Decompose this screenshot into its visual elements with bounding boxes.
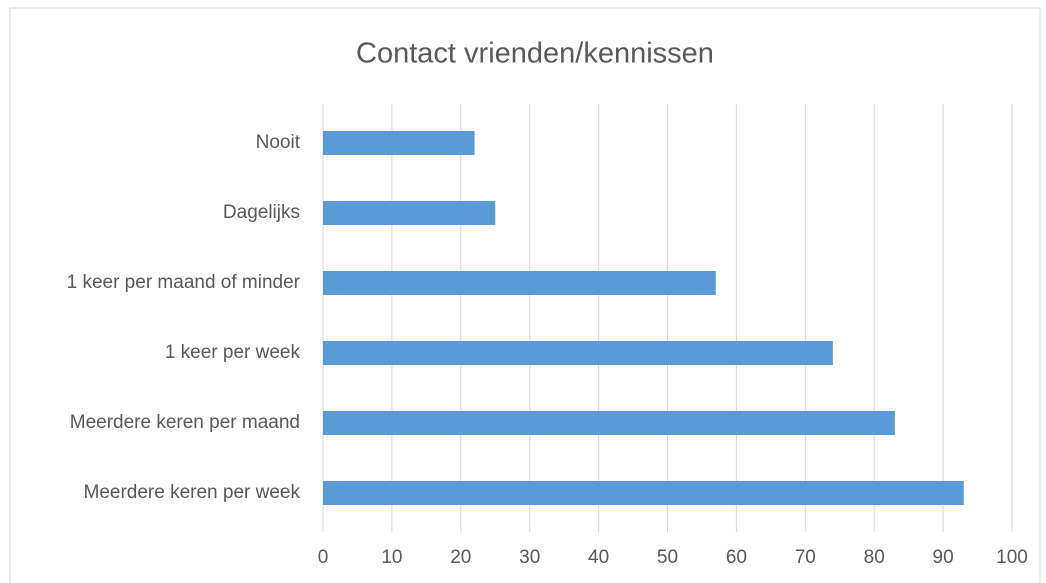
x-tick-label: 60 [726, 547, 747, 568]
y-tick-label: Meerdere keren per maand [70, 412, 300, 433]
bar [323, 271, 716, 295]
x-tick-label: 40 [588, 547, 609, 568]
y-tick-label: 1 keer per week [165, 342, 301, 363]
x-tick-label: 30 [519, 547, 540, 568]
bar [323, 481, 964, 505]
x-tick-label: 20 [450, 547, 471, 568]
chart-title: Contact vrienden/kennissen [356, 38, 714, 70]
y-tick-label: Nooit [256, 132, 301, 153]
bar [323, 341, 833, 365]
x-tick-label: 100 [996, 547, 1028, 568]
x-tick-label: 10 [381, 547, 402, 568]
bar [323, 131, 475, 155]
x-tick-label: 0 [318, 547, 329, 568]
y-tick-label: 1 keer per maand of minder [67, 272, 301, 293]
x-tick-label: 70 [795, 547, 816, 568]
y-tick-label: Meerdere keren per week [84, 482, 301, 503]
x-tick-label: 80 [864, 547, 885, 568]
y-tick-label: Dagelijks [223, 202, 300, 223]
x-tick-label: 90 [933, 547, 954, 568]
x-tick-label: 50 [657, 547, 678, 568]
bar [323, 201, 496, 225]
bar [323, 411, 895, 435]
